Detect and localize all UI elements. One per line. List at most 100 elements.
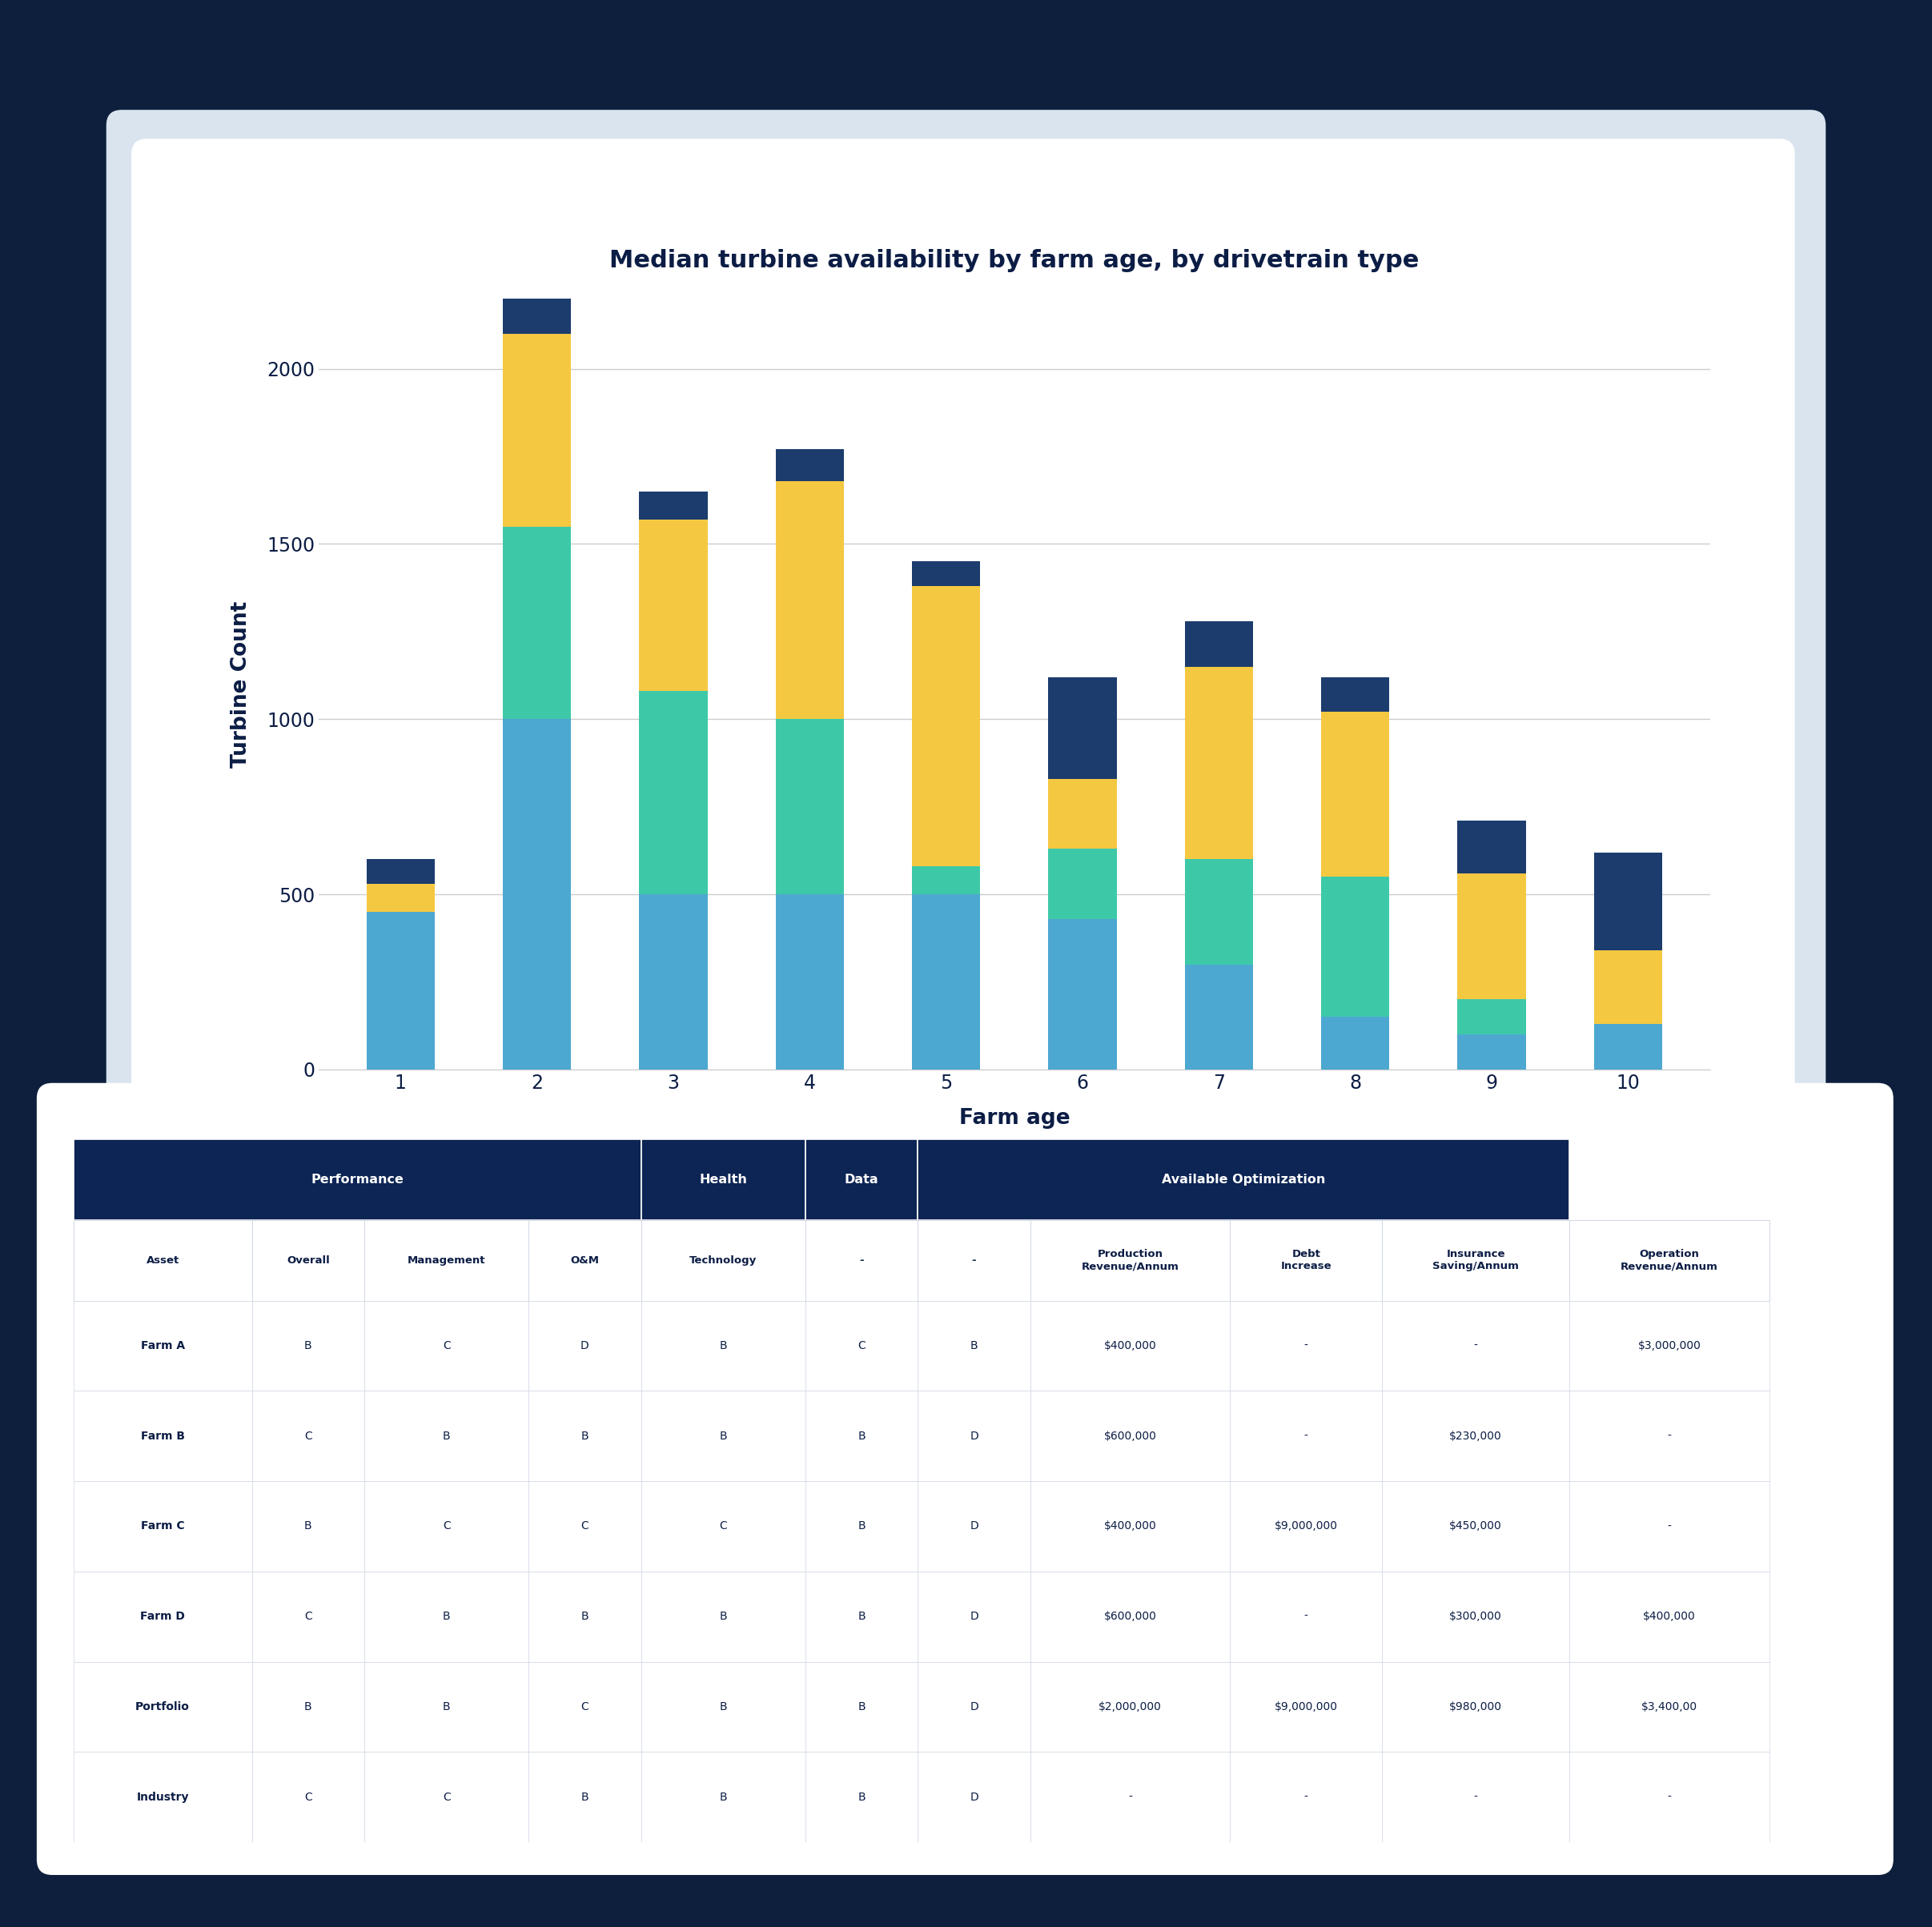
Bar: [502, 719, 572, 1069]
Text: Overall: Overall: [286, 1254, 330, 1266]
FancyBboxPatch shape: [641, 1661, 806, 1752]
FancyBboxPatch shape: [806, 1220, 918, 1301]
Text: B: B: [442, 1611, 450, 1623]
Bar: [1457, 873, 1526, 1000]
Text: -: -: [1304, 1611, 1308, 1623]
FancyBboxPatch shape: [1030, 1661, 1231, 1752]
Text: B: B: [858, 1520, 866, 1532]
Text: -: -: [1667, 1792, 1671, 1802]
Text: B: B: [305, 1339, 313, 1351]
FancyBboxPatch shape: [529, 1482, 641, 1571]
Bar: [367, 911, 435, 1069]
FancyBboxPatch shape: [73, 1571, 251, 1661]
X-axis label: Farm age: Farm age: [958, 1108, 1070, 1129]
FancyBboxPatch shape: [641, 1301, 806, 1391]
Text: B: B: [858, 1792, 866, 1802]
Text: $230,000: $230,000: [1449, 1430, 1501, 1441]
Text: Performance: Performance: [311, 1174, 404, 1185]
FancyBboxPatch shape: [73, 1391, 251, 1482]
Text: B: B: [858, 1611, 866, 1623]
FancyBboxPatch shape: [529, 1752, 641, 1842]
Text: B: B: [305, 1702, 313, 1713]
FancyBboxPatch shape: [1030, 1752, 1231, 1842]
FancyBboxPatch shape: [806, 1752, 918, 1842]
Bar: [775, 482, 844, 719]
Title: Median turbine availability by farm age, by drivetrain type: Median turbine availability by farm age,…: [609, 249, 1420, 272]
FancyBboxPatch shape: [918, 1220, 1030, 1301]
Text: B: B: [442, 1430, 450, 1441]
Bar: [1184, 667, 1254, 859]
Text: O&M: O&M: [570, 1254, 599, 1266]
Text: $600,000: $600,000: [1103, 1611, 1157, 1623]
Text: C: C: [719, 1520, 726, 1532]
Text: $400,000: $400,000: [1642, 1611, 1696, 1623]
Text: B: B: [305, 1520, 313, 1532]
FancyBboxPatch shape: [1231, 1301, 1381, 1391]
Text: -: -: [1474, 1792, 1478, 1802]
Bar: [502, 526, 572, 719]
FancyBboxPatch shape: [918, 1661, 1030, 1752]
FancyBboxPatch shape: [806, 1571, 918, 1661]
Bar: [1321, 713, 1389, 877]
Text: -: -: [972, 1254, 976, 1266]
Text: $400,000: $400,000: [1103, 1339, 1157, 1351]
FancyBboxPatch shape: [1569, 1391, 1770, 1482]
FancyBboxPatch shape: [1381, 1571, 1569, 1661]
Bar: [1049, 919, 1117, 1069]
FancyBboxPatch shape: [1381, 1301, 1569, 1391]
Text: -: -: [1304, 1339, 1308, 1351]
Bar: [1457, 1000, 1526, 1035]
Text: -: -: [1304, 1792, 1308, 1802]
FancyBboxPatch shape: [73, 1301, 251, 1391]
FancyBboxPatch shape: [529, 1301, 641, 1391]
FancyBboxPatch shape: [251, 1220, 365, 1301]
Text: B: B: [582, 1611, 589, 1623]
FancyBboxPatch shape: [131, 139, 1795, 1220]
FancyBboxPatch shape: [1030, 1220, 1231, 1301]
FancyBboxPatch shape: [918, 1752, 1030, 1842]
Text: B: B: [719, 1611, 726, 1623]
FancyBboxPatch shape: [73, 1139, 641, 1220]
FancyBboxPatch shape: [641, 1391, 806, 1482]
Bar: [1594, 950, 1662, 1023]
FancyBboxPatch shape: [365, 1391, 529, 1482]
Bar: [639, 894, 707, 1069]
Text: $980,000: $980,000: [1449, 1702, 1501, 1713]
FancyBboxPatch shape: [1030, 1301, 1231, 1391]
Bar: [1184, 620, 1254, 667]
Text: C: C: [858, 1339, 866, 1351]
Text: C: C: [303, 1430, 313, 1441]
Text: -: -: [1474, 1339, 1478, 1351]
FancyBboxPatch shape: [529, 1391, 641, 1482]
Bar: [1321, 676, 1389, 713]
FancyBboxPatch shape: [251, 1301, 365, 1391]
Bar: [639, 692, 707, 894]
Text: $2,000,000: $2,000,000: [1099, 1702, 1161, 1713]
Text: C: C: [303, 1792, 313, 1802]
FancyBboxPatch shape: [365, 1482, 529, 1571]
Text: Farm C: Farm C: [141, 1520, 185, 1532]
FancyBboxPatch shape: [529, 1220, 641, 1301]
Text: D: D: [970, 1611, 978, 1623]
Text: -: -: [1667, 1430, 1671, 1441]
Bar: [1049, 848, 1117, 919]
FancyBboxPatch shape: [1569, 1301, 1770, 1391]
FancyBboxPatch shape: [1569, 1220, 1770, 1301]
FancyBboxPatch shape: [73, 1661, 251, 1752]
Bar: [1321, 1017, 1389, 1069]
FancyBboxPatch shape: [1381, 1391, 1569, 1482]
Text: Operation
Revenue/Annum: Operation Revenue/Annum: [1621, 1249, 1718, 1272]
Text: -: -: [1667, 1520, 1671, 1532]
Text: -: -: [1128, 1792, 1132, 1802]
Bar: [367, 859, 435, 884]
FancyBboxPatch shape: [1231, 1220, 1381, 1301]
Bar: [1049, 779, 1117, 848]
FancyBboxPatch shape: [918, 1571, 1030, 1661]
Bar: [1184, 964, 1254, 1069]
Text: B: B: [970, 1339, 978, 1351]
Text: D: D: [970, 1792, 978, 1802]
FancyBboxPatch shape: [1381, 1661, 1569, 1752]
FancyBboxPatch shape: [918, 1139, 1569, 1220]
Text: B: B: [442, 1702, 450, 1713]
Text: C: C: [442, 1792, 450, 1802]
